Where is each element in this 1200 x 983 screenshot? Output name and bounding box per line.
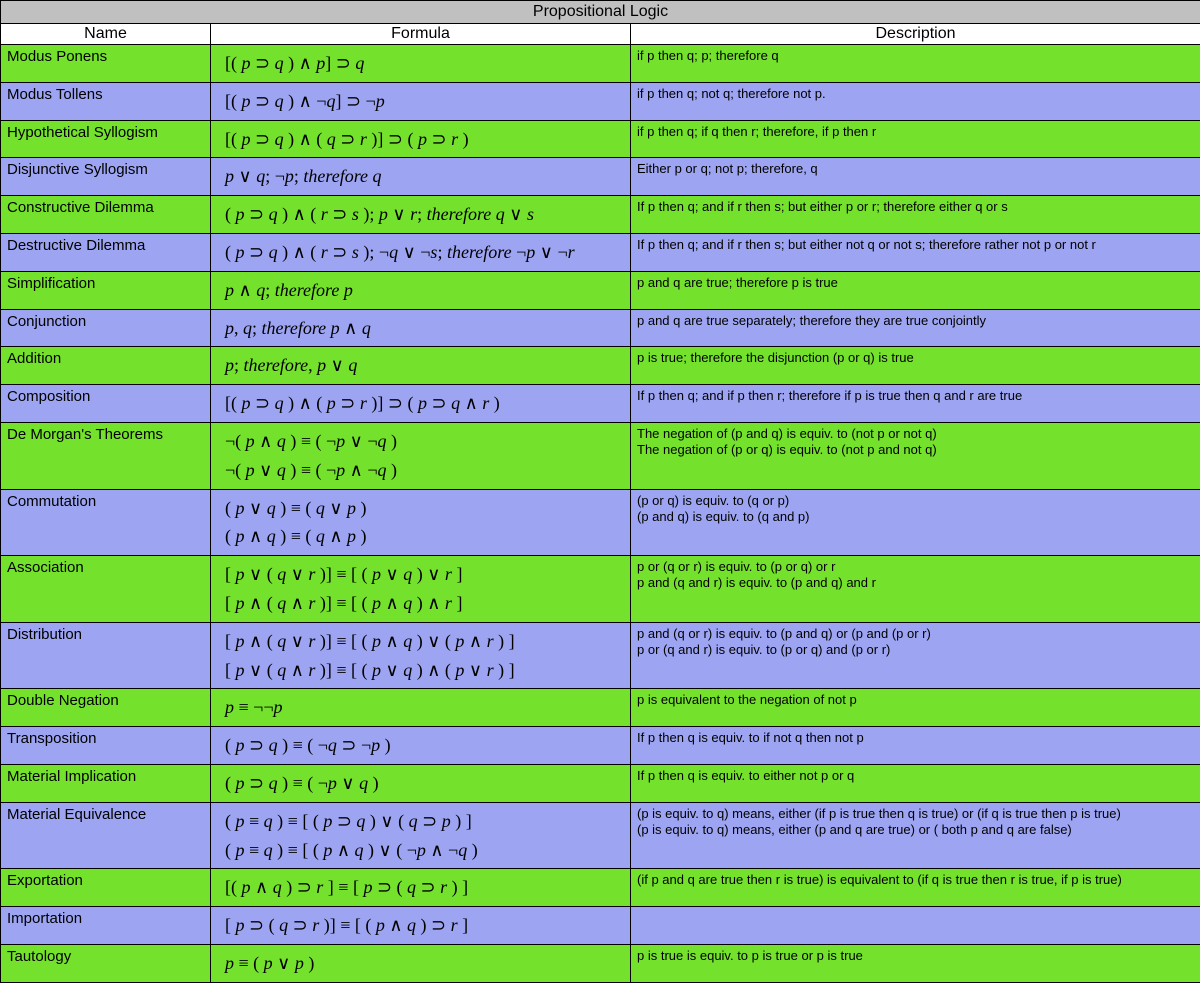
- rule-name: Destructive Dilemma: [1, 233, 211, 271]
- rule-name: Commutation: [1, 489, 211, 556]
- table-row: Simplificationp ∧ q; therefore pp and q …: [1, 271, 1200, 309]
- rule-formula: [( p ⊃ q ) ∧ ( q ⊃ r )] ⊃ ( p ⊃ r ): [211, 120, 631, 158]
- table-title: Propositional Logic: [1, 1, 1200, 24]
- rule-formula: ( p ⊃ q ) ≡ ( ¬p ∨ q ): [211, 764, 631, 802]
- rule-description: p and q are true separately; therefore t…: [631, 309, 1200, 347]
- table-row: Material Implication( p ⊃ q ) ≡ ( ¬p ∨ q…: [1, 764, 1200, 802]
- rule-description: p and q are true; therefore p is true: [631, 271, 1200, 309]
- rule-description: (if p and q are true then r is true) is …: [631, 869, 1200, 907]
- table-row: Importation[ p ⊃ ( q ⊃ r )] ≡ [ ( p ∧ q …: [1, 907, 1200, 945]
- rule-name: Simplification: [1, 271, 211, 309]
- rule-formula: [( p ⊃ q ) ∧ ( p ⊃ r )] ⊃ ( p ⊃ q ∧ r ): [211, 385, 631, 423]
- rule-formula: [( p ⊃ q ) ∧ ¬q] ⊃ ¬p: [211, 82, 631, 120]
- rule-formula: [ p ∧ ( q ∨ r )] ≡ [ ( p ∧ q ) ∨ ( p ∧ r…: [211, 622, 631, 689]
- rule-description: Either p or q; not p; therefore, q: [631, 158, 1200, 196]
- rule-name: Tautology: [1, 944, 211, 982]
- table-row: Commutation( p ∨ q ) ≡ ( q ∨ p )( p ∧ q …: [1, 489, 1200, 556]
- table-row: Constructive Dilemma( p ⊃ q ) ∧ ( r ⊃ s …: [1, 196, 1200, 234]
- rule-description: If p then q is equiv. to either not p or…: [631, 764, 1200, 802]
- rule-name: Importation: [1, 907, 211, 945]
- rule-name: Association: [1, 556, 211, 623]
- rule-formula: ¬( p ∧ q ) ≡ ( ¬p ∨ ¬q )¬( p ∨ q ) ≡ ( ¬…: [211, 422, 631, 489]
- table-row: Material Equivalence( p ≡ q ) ≡ [ ( p ⊃ …: [1, 802, 1200, 869]
- rule-description: (p or q) is equiv. to (q or p)(p and q) …: [631, 489, 1200, 556]
- rule-name: Constructive Dilemma: [1, 196, 211, 234]
- rule-name: Transposition: [1, 727, 211, 765]
- rule-formula: p, q; therefore p ∧ q: [211, 309, 631, 347]
- table-row: Additionp; therefore, p ∨ qp is true; th…: [1, 347, 1200, 385]
- rule-name: Addition: [1, 347, 211, 385]
- table-row: Modus Ponens[( p ⊃ q ) ∧ p] ⊃ qif p then…: [1, 45, 1200, 83]
- table-row: Disjunctive Syllogismp ∨ q; ¬p; therefor…: [1, 158, 1200, 196]
- rule-formula: [ p ⊃ ( q ⊃ r )] ≡ [ ( p ∧ q ) ⊃ r ]: [211, 907, 631, 945]
- table-row: Transposition( p ⊃ q ) ≡ ( ¬q ⊃ ¬p )If p…: [1, 727, 1200, 765]
- table-row: De Morgan's Theorems¬( p ∧ q ) ≡ ( ¬p ∨ …: [1, 422, 1200, 489]
- rule-formula: ( p ∨ q ) ≡ ( q ∨ p )( p ∧ q ) ≡ ( q ∧ p…: [211, 489, 631, 556]
- rule-formula: p; therefore, p ∨ q: [211, 347, 631, 385]
- rule-name: Composition: [1, 385, 211, 423]
- table-row: Distribution[ p ∧ ( q ∨ r )] ≡ [ ( p ∧ q…: [1, 622, 1200, 689]
- col-header-formula: Formula: [211, 24, 631, 45]
- logic-table: Propositional Logic Name Formula Descrip…: [0, 0, 1200, 983]
- rule-formula: p ≡ ¬¬p: [211, 689, 631, 727]
- rule-name: Disjunctive Syllogism: [1, 158, 211, 196]
- rule-description: If p then q; and if r then s; but either…: [631, 196, 1200, 234]
- rule-name: Hypothetical Syllogism: [1, 120, 211, 158]
- rule-formula: ( p ⊃ q ) ∧ ( r ⊃ s ); ¬q ∨ ¬s; therefor…: [211, 233, 631, 271]
- rule-name: Modus Ponens: [1, 45, 211, 83]
- rule-description: p or (q or r) is equiv. to (p or q) or r…: [631, 556, 1200, 623]
- rule-formula: ( p ≡ q ) ≡ [ ( p ⊃ q ) ∨ ( q ⊃ p ) ]( p…: [211, 802, 631, 869]
- rule-description: If p then q; and if p then r; therefore …: [631, 385, 1200, 423]
- rule-formula: [( p ∧ q ) ⊃ r ] ≡ [ p ⊃ ( q ⊃ r ) ]: [211, 869, 631, 907]
- rule-formula: [ p ∨ ( q ∨ r )] ≡ [ ( p ∨ q ) ∨ r ][ p …: [211, 556, 631, 623]
- rule-description: p is true; therefore the disjunction (p …: [631, 347, 1200, 385]
- rule-description: If p then q; and if r then s; but either…: [631, 233, 1200, 271]
- table-row: Tautologyp ≡ ( p ∨ p )p is true is equiv…: [1, 944, 1200, 982]
- rule-name: Double Negation: [1, 689, 211, 727]
- rule-name: Modus Tollens: [1, 82, 211, 120]
- rule-formula: ( p ⊃ q ) ∧ ( r ⊃ s ); p ∨ r; therefore …: [211, 196, 631, 234]
- table-title-row: Propositional Logic: [1, 1, 1200, 24]
- col-header-description: Description: [631, 24, 1200, 45]
- table-row: Hypothetical Syllogism[( p ⊃ q ) ∧ ( q ⊃…: [1, 120, 1200, 158]
- rule-description: if p then q; not q; therefore not p.: [631, 82, 1200, 120]
- table-row: Association[ p ∨ ( q ∨ r )] ≡ [ ( p ∨ q …: [1, 556, 1200, 623]
- rule-description: p is equivalent to the negation of not p: [631, 689, 1200, 727]
- table-row: Modus Tollens[( p ⊃ q ) ∧ ¬q] ⊃ ¬pif p t…: [1, 82, 1200, 120]
- rule-name: Material Implication: [1, 764, 211, 802]
- rule-description: [631, 907, 1200, 945]
- table-row: Conjunctionp, q; therefore p ∧ qp and q …: [1, 309, 1200, 347]
- table-row: Destructive Dilemma( p ⊃ q ) ∧ ( r ⊃ s )…: [1, 233, 1200, 271]
- rule-description: The negation of (p and q) is equiv. to (…: [631, 422, 1200, 489]
- col-header-name: Name: [1, 24, 211, 45]
- rule-name: De Morgan's Theorems: [1, 422, 211, 489]
- table-row: Exportation[( p ∧ q ) ⊃ r ] ≡ [ p ⊃ ( q …: [1, 869, 1200, 907]
- table-row: Double Negationp ≡ ¬¬pp is equivalent to…: [1, 689, 1200, 727]
- rule-name: Exportation: [1, 869, 211, 907]
- rule-formula: ( p ⊃ q ) ≡ ( ¬q ⊃ ¬p ): [211, 727, 631, 765]
- table-header-row: Name Formula Description: [1, 24, 1200, 45]
- rule-description: if p then q; if q then r; therefore, if …: [631, 120, 1200, 158]
- rule-name: Conjunction: [1, 309, 211, 347]
- rule-formula: p ∧ q; therefore p: [211, 271, 631, 309]
- rule-description: (p is equiv. to q) means, either (if p i…: [631, 802, 1200, 869]
- rule-description: p and (q or r) is equiv. to (p and q) or…: [631, 622, 1200, 689]
- rule-description: p is true is equiv. to p is true or p is…: [631, 944, 1200, 982]
- rule-formula: p ≡ ( p ∨ p ): [211, 944, 631, 982]
- rule-formula: p ∨ q; ¬p; therefore q: [211, 158, 631, 196]
- rule-description: if p then q; p; therefore q: [631, 45, 1200, 83]
- rule-formula: [( p ⊃ q ) ∧ p] ⊃ q: [211, 45, 631, 83]
- table-row: Composition[( p ⊃ q ) ∧ ( p ⊃ r )] ⊃ ( p…: [1, 385, 1200, 423]
- rule-name: Material Equivalence: [1, 802, 211, 869]
- rule-name: Distribution: [1, 622, 211, 689]
- rule-description: If p then q is equiv. to if not q then n…: [631, 727, 1200, 765]
